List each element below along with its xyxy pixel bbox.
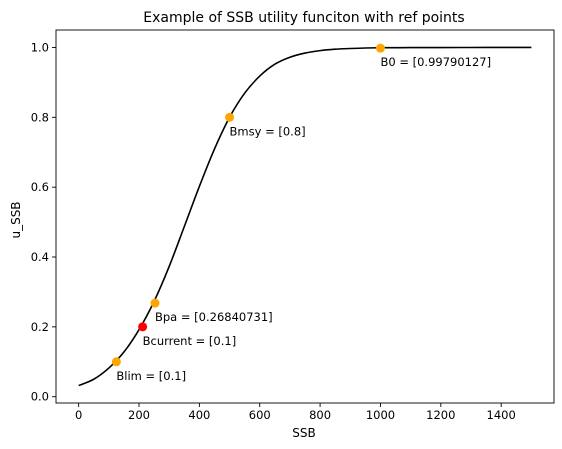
ref-point-marker — [138, 322, 148, 332]
x-tick-label: 800 — [309, 408, 331, 422]
y-tick-label: 0.4 — [31, 250, 49, 264]
ref-point-label: Blim = [0.1] — [116, 369, 186, 383]
y-tick-label: 0.6 — [31, 180, 49, 194]
y-tick-label: 0.2 — [31, 320, 49, 334]
x-tick-label: 400 — [188, 408, 210, 422]
y-tick-label: 0.0 — [31, 390, 49, 404]
x-tick-label: 0 — [75, 408, 82, 422]
plot-area: 0 200 400 600 800 1000 1200 1400 0.0 0.2 0.4 0.6 0.8… — [31, 29, 555, 422]
ref-point-marker — [225, 112, 235, 122]
ref-point-label: Bmsy = [0.8] — [230, 124, 306, 138]
chart-title: Example of SSB utility funciton with ref… — [143, 10, 464, 26]
ref-point-marker — [111, 357, 121, 367]
plot-frame — [55, 29, 555, 404]
y-tick-label: 0.8 — [31, 110, 49, 124]
ref-point-label: B0 = [0.99790127] — [380, 55, 491, 69]
ref-point-label: Bcurrent = [0.1] — [143, 334, 237, 348]
x-axis-label: SSB — [292, 426, 315, 440]
x-tick-label: 1000 — [366, 408, 395, 422]
y-axis-label: u_SSB — [9, 201, 23, 238]
x-tick-label: 200 — [128, 408, 150, 422]
x-tick-label: 600 — [249, 408, 271, 422]
ref-point-label: Bpa = [0.26840731] — [155, 310, 273, 324]
y-tick-label: 1.0 — [31, 40, 49, 54]
ref-point-marker — [150, 298, 160, 308]
x-tick-label: 1200 — [426, 408, 455, 422]
ref-point-marker — [375, 43, 385, 53]
x-tick-label: 1400 — [487, 408, 516, 422]
